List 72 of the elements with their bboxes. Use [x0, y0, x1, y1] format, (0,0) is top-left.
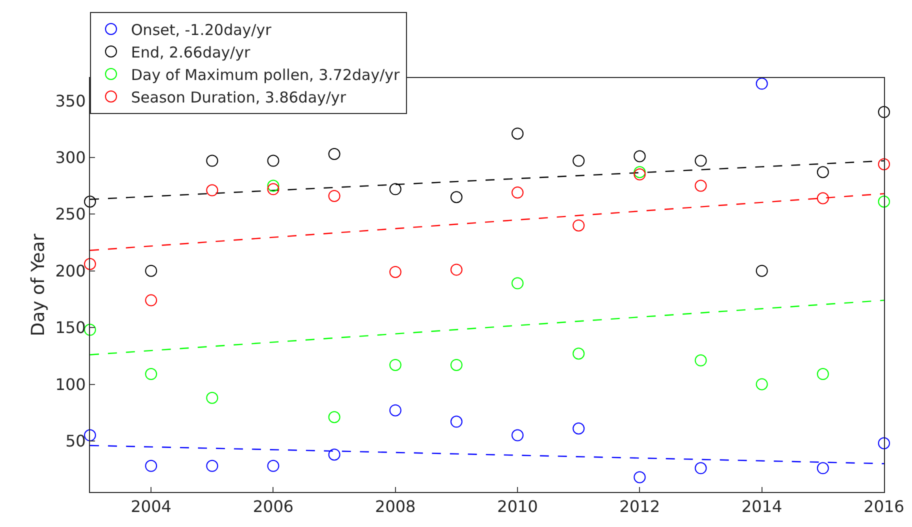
y-tick-label: 50: [65, 432, 86, 451]
point: [450, 191, 462, 204]
x-tick-label: 2006: [252, 497, 294, 516]
point: [634, 150, 646, 162]
point: [694, 180, 707, 192]
point: [328, 190, 340, 202]
y-tick-label: 250: [55, 204, 86, 224]
point: [512, 277, 524, 290]
legend-label: End, 2.66day/yr: [131, 43, 251, 62]
point: [694, 154, 707, 167]
point: [512, 429, 524, 442]
point: [267, 180, 280, 192]
point: [572, 348, 585, 360]
x-tick-label: 2014: [741, 497, 782, 516]
point: [145, 294, 158, 306]
point: [145, 264, 158, 277]
point: [816, 166, 829, 178]
legend-label: Day of Maximum pollen, 3.72day/yr: [131, 66, 401, 84]
y-tick-label: 350: [55, 91, 86, 110]
point: [816, 368, 829, 380]
point: [512, 128, 524, 140]
point: [450, 264, 462, 276]
y-tick-label: 300: [55, 148, 86, 167]
x-tick-label: 2004: [130, 497, 172, 516]
point: [145, 368, 158, 380]
point: [572, 422, 585, 434]
x-tick-label: 2012: [619, 497, 660, 516]
legend-label: Onset, -1.20day/yr: [131, 20, 272, 39]
point: [816, 192, 829, 204]
y-tick-label: 200: [55, 261, 86, 280]
point: [206, 154, 218, 167]
point: [206, 460, 218, 472]
point: [206, 392, 218, 404]
point: [634, 471, 646, 484]
point: [267, 183, 280, 196]
point: [389, 358, 402, 371]
point: [756, 264, 768, 277]
x-tick-label: 2008: [375, 497, 416, 516]
point: [694, 354, 707, 366]
point: [328, 148, 340, 160]
legend-label: Season Duration, 3.86day/yr: [131, 88, 347, 106]
point: [328, 448, 340, 461]
x-tick-label: 2010: [497, 497, 538, 516]
point: [389, 404, 402, 416]
point: [206, 184, 218, 196]
point: [572, 154, 585, 167]
point: [84, 196, 96, 208]
point: [756, 78, 768, 90]
y-axis-title: Day of Year: [28, 233, 49, 336]
point: [512, 186, 524, 199]
point: [878, 158, 890, 170]
point: [267, 154, 280, 167]
point: [84, 324, 96, 336]
point: [389, 266, 402, 278]
point: [694, 462, 707, 474]
point: [389, 183, 402, 196]
y-tick-label: 150: [55, 318, 86, 338]
point: [572, 219, 585, 232]
x-tick-label: 2016: [864, 497, 904, 516]
point: [878, 437, 890, 450]
point: [145, 460, 158, 472]
point: [84, 258, 96, 270]
point: [450, 358, 462, 371]
point: [267, 460, 280, 472]
point: [450, 416, 462, 428]
point: [84, 429, 96, 442]
point: [878, 106, 890, 118]
point: [816, 462, 829, 474]
point: [756, 378, 768, 390]
y-tick-label: 100: [55, 374, 86, 394]
point: [878, 196, 890, 208]
point: [328, 411, 340, 424]
